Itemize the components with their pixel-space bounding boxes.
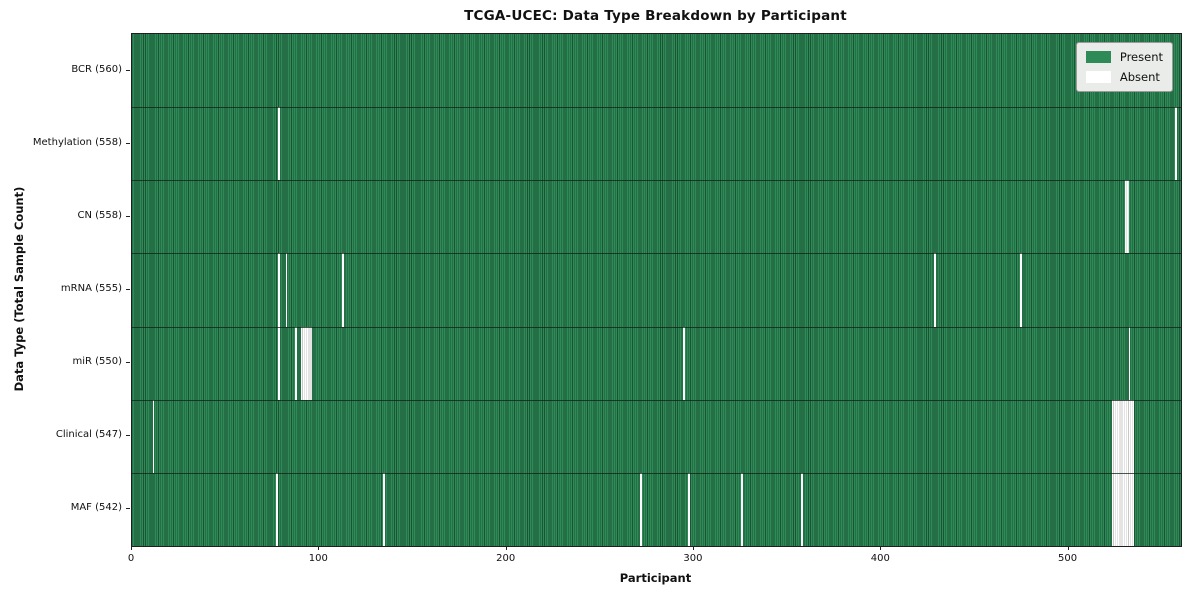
x-tick-mark <box>692 546 694 550</box>
absent-gap <box>278 107 280 181</box>
row-separator <box>132 326 1181 328</box>
y-tick-mark <box>126 508 130 510</box>
legend-label-absent: Absent <box>1119 70 1160 84</box>
row-separator <box>132 180 1181 182</box>
present-bars-mrna <box>132 253 1181 327</box>
absent-gap <box>300 326 312 400</box>
absent-gap <box>1111 399 1135 473</box>
x-tick-label: 300 <box>683 553 703 564</box>
absent-gap <box>800 472 803 546</box>
y-tick-label-maf: MAF (542) <box>70 502 122 514</box>
y-tick-label-mir: miR (550) <box>72 356 122 368</box>
absent-gap <box>294 326 297 400</box>
y-tick-label-cn: CN (558) <box>77 209 122 221</box>
x-tick-mark <box>1067 546 1069 550</box>
present-bars-maf <box>132 472 1181 546</box>
chart-title: TCGA-UCEC: Data Type Breakdown by Partic… <box>464 8 847 24</box>
absent-gap <box>682 326 685 400</box>
absent-gap <box>933 253 936 327</box>
absent-gap <box>740 472 743 546</box>
x-tick-label: 100 <box>308 553 328 564</box>
legend-swatch-present <box>1085 51 1111 63</box>
absent-gap <box>383 472 385 546</box>
y-tick-label-mrna: mRNA (555) <box>60 283 122 294</box>
y-tick-label-methylation: Methylation (558) <box>32 136 122 148</box>
heatmap-row-cn <box>132 180 1181 254</box>
legend-label-present: Present <box>1119 50 1163 64</box>
heatmap-row-methylation <box>132 107 1181 181</box>
absent-gap <box>639 472 642 546</box>
row-separator <box>132 253 1181 255</box>
x-tick-mark <box>318 546 320 550</box>
x-tick-label: 200 <box>496 553 516 564</box>
present-bars-mir <box>132 326 1181 400</box>
heatmap-row-mir <box>132 326 1181 400</box>
y-tick-mark <box>126 215 130 217</box>
absent-gap <box>285 253 288 327</box>
absent-gap <box>276 472 279 546</box>
y-tick-label-bcr: BCR (560) <box>71 63 122 75</box>
y-tick-mark <box>126 289 130 290</box>
heatmap-row-bcr <box>132 34 1181 108</box>
absent-gap <box>1175 107 1178 181</box>
row-separator <box>132 472 1181 474</box>
x-tick-mark <box>505 546 507 550</box>
y-tick-label-clinical: Clinical (547) <box>55 429 122 441</box>
heatmap-row-maf <box>132 472 1181 546</box>
present-bars-clinical <box>132 399 1181 473</box>
legend: Present Absent <box>1075 42 1173 92</box>
legend-swatch-absent <box>1085 71 1111 83</box>
absent-gap <box>1128 326 1131 400</box>
x-tick-label: 0 <box>127 553 135 564</box>
x-axis-title: Participant <box>619 571 692 585</box>
present-bars-bcr <box>132 34 1181 108</box>
x-tick-mark <box>131 546 132 550</box>
row-separator <box>132 107 1181 109</box>
absent-gap <box>278 326 280 400</box>
present-bars-methylation <box>132 107 1181 181</box>
row-separator <box>132 399 1181 401</box>
y-tick-mark <box>126 435 130 437</box>
y-tick-mark <box>126 362 130 364</box>
absent-gap <box>152 399 155 473</box>
absent-gap <box>341 253 344 327</box>
plot-area: Present Absent <box>131 33 1182 547</box>
absent-gap <box>278 253 280 327</box>
x-tick-label: 400 <box>870 553 890 564</box>
x-tick-label: 500 <box>1058 553 1078 564</box>
y-tick-mark <box>126 142 130 144</box>
absent-gap <box>1111 472 1135 546</box>
heatmap-row-clinical <box>132 399 1181 473</box>
absent-gap <box>1124 180 1129 254</box>
y-tick-mark <box>126 69 130 71</box>
x-tick-mark <box>880 546 882 550</box>
absent-gap <box>688 472 691 546</box>
heatmap-row-mrna <box>132 253 1181 327</box>
present-bars-cn <box>132 180 1181 254</box>
legend-entry-absent: Absent <box>1085 70 1163 84</box>
legend-entry-present: Present <box>1085 50 1163 64</box>
absent-gap <box>1019 253 1022 327</box>
